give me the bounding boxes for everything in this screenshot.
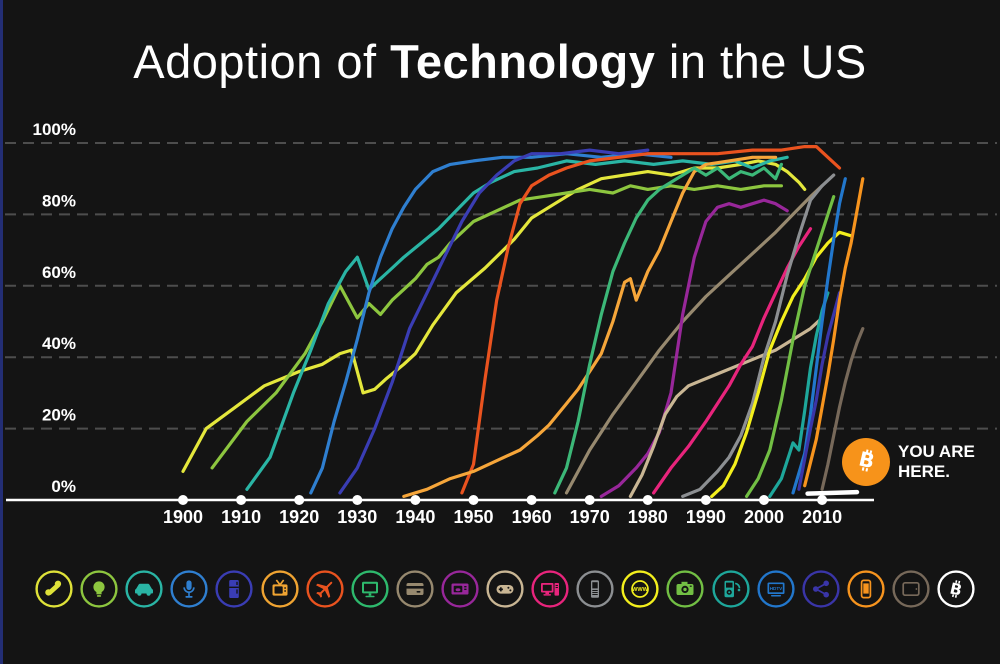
x-tick-dot [352,495,363,505]
series-digital-camera [744,195,836,498]
y-tick-label: 20% [42,406,76,425]
x-tick-dot [410,495,421,505]
x-tick-dot [178,495,188,505]
series-electricity [210,184,784,470]
x-tick-label: 1930 [337,507,377,527]
svg-text:B: B [857,447,877,474]
y-tick-label: 80% [42,191,76,210]
x-tick-dot [642,495,653,505]
series-telephone [181,159,807,473]
series-refrigerator [338,148,650,495]
series-internet [710,230,853,498]
you-are-here-line1: YOU ARE [898,442,975,461]
x-tick-label: 1940 [395,507,435,527]
series-mp3-player [768,291,830,498]
title-highlight: Technology [390,35,656,88]
bitcoin-icon: B [842,438,890,486]
x-tick-dot [236,495,247,505]
series-computer [651,227,813,495]
series-television [460,145,842,495]
series-credit-card [564,184,824,495]
x-tick-label: 1990 [686,507,726,527]
title-suffix: in the US [655,35,867,88]
series-smartphone [803,177,865,488]
x-tick-label: 1950 [453,507,493,527]
series-air-travel [402,155,778,498]
series-microwave [599,198,789,498]
x-tick-label: 1900 [163,507,203,527]
y-tick-label: 100% [33,120,76,139]
you-are-here-badge: B YOU ARE HERE. [841,437,975,487]
series-radio [309,152,673,495]
x-tick-label: 1920 [279,507,319,527]
x-tick-label: 1970 [570,507,610,527]
series-video-games [628,316,824,498]
y-tick-label: 60% [42,263,76,282]
x-tick-label: 2010 [802,507,842,527]
y-tick-label: 40% [42,334,76,353]
x-tick-dot [584,495,595,505]
title-prefix: Adoption of [133,35,391,88]
series-automobile [245,155,789,491]
page-title: Adoption of Technology in the US [0,34,1000,89]
x-tick-dot [468,495,479,505]
x-tick-label: 1960 [512,507,552,527]
y-tick-label: 0% [51,477,76,496]
series-color-tv [553,162,784,495]
x-tick-label: 2000 [744,507,784,527]
series-tablet [820,327,865,491]
x-tick-dot [700,495,711,505]
left-edge-stripe [0,0,3,664]
x-tick-label: 1910 [221,507,261,527]
x-tick-dot [294,495,305,505]
series-cell-phone [681,173,836,498]
x-tick-label: 1980 [628,507,668,527]
series-bitcoin [805,489,860,496]
x-tick-dot [759,495,769,505]
you-are-here-line2: HERE. [898,462,950,481]
x-tick-dot [526,495,537,505]
series-social-media [797,291,842,491]
x-tick-dot [817,495,828,505]
you-are-here-label: YOU ARE HERE. [898,442,975,482]
